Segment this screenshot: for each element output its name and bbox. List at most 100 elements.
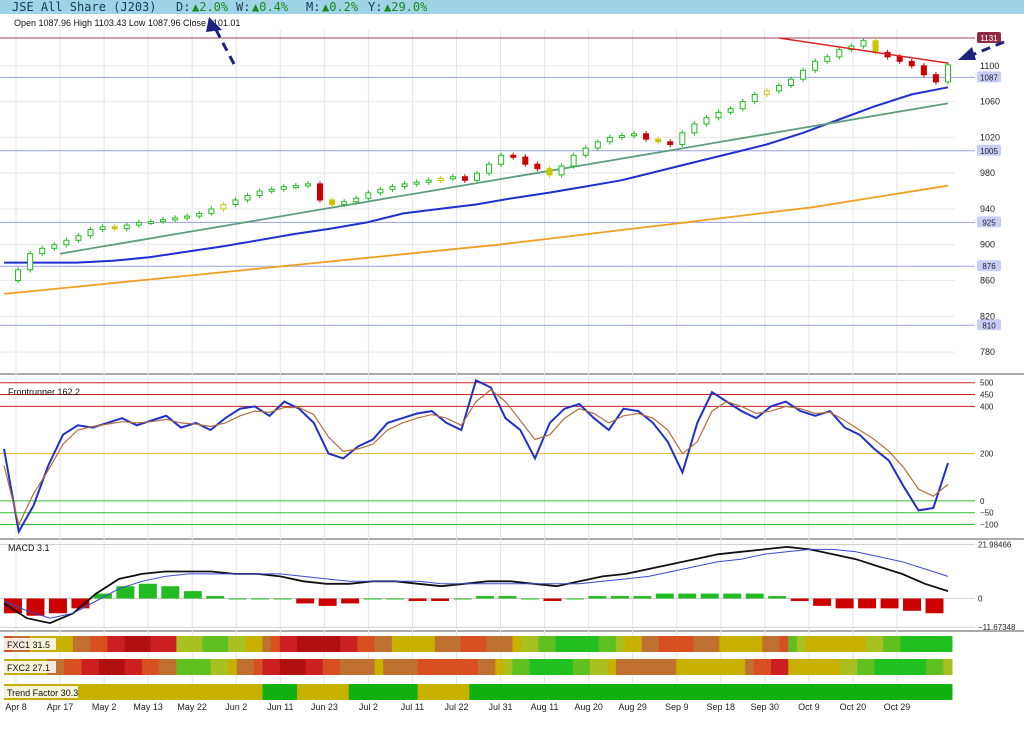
heatmap-cell — [236, 636, 246, 652]
candle-body — [292, 185, 299, 189]
candle-body — [268, 188, 275, 192]
candle-body — [135, 221, 142, 226]
candle-body — [667, 141, 674, 146]
heatmap-cell — [521, 636, 531, 652]
heatmap-cell — [822, 684, 832, 700]
candle-body — [727, 108, 734, 113]
heatmap-cell — [521, 684, 531, 700]
heatmap-cell — [943, 659, 953, 675]
heatmap-cell — [598, 684, 608, 700]
candle-body — [123, 224, 130, 230]
heatmap-cell — [124, 636, 134, 652]
heatmap-cell — [908, 636, 919, 652]
heatmap-cell — [202, 636, 212, 652]
heatmap-cell — [176, 636, 186, 652]
heatmap-cell — [771, 659, 781, 675]
candle-body — [232, 199, 239, 205]
heatmap-cell — [133, 636, 143, 652]
heatmap-cell — [374, 636, 384, 652]
heatmap-cell — [167, 636, 177, 652]
heatmap-cell — [159, 659, 169, 675]
heatmap-cell — [210, 636, 220, 652]
heatmap-cell — [615, 636, 626, 652]
macd-line — [3, 548, 949, 619]
heatmap-cell — [564, 636, 574, 652]
heatmap-cell — [693, 659, 703, 675]
heatmap-cell — [814, 659, 824, 675]
heatmap-cell — [771, 684, 781, 700]
heatmap-cell — [788, 659, 798, 675]
candle-body — [389, 186, 396, 190]
candle-body — [63, 239, 70, 246]
macd-histogram-bar — [251, 598, 270, 600]
price-tick-label: 1020 — [980, 132, 1000, 142]
heatmap-cell — [253, 636, 264, 652]
heatmap-cell — [857, 636, 867, 652]
heatmap-cell — [667, 636, 677, 652]
macd-histogram-bar — [903, 598, 922, 611]
heatmap-cell — [727, 636, 738, 652]
heatmap-cell — [771, 636, 781, 652]
heatmap-cell — [322, 684, 332, 700]
price-label-box — [977, 216, 1001, 228]
heatmap-cell — [503, 659, 513, 675]
heatmap-cell — [693, 684, 703, 700]
heatmap-cell — [469, 659, 479, 675]
heatmap-cell — [633, 659, 643, 675]
heatmap-cell — [202, 684, 212, 700]
macd-histogram-bar — [745, 593, 764, 599]
candle-body — [474, 172, 480, 181]
macd-histogram-bar — [498, 596, 517, 599]
heatmap-cell — [572, 659, 582, 675]
heatmap-cell — [383, 636, 393, 652]
heatmap-cell — [624, 684, 634, 700]
heatmap-cell — [564, 659, 574, 675]
x-tick-label: Sep 18 — [706, 702, 735, 712]
heatmap-cell — [667, 684, 677, 700]
heatmap-cell — [64, 659, 74, 675]
heatmap-cell — [452, 636, 462, 652]
candle-body — [449, 176, 456, 180]
candle-body — [184, 215, 191, 219]
frontrunner-tick-label: 450 — [980, 391, 994, 400]
heatmap-cell — [107, 659, 117, 675]
macd-histogram-bar — [206, 596, 225, 599]
candle-body — [570, 154, 577, 167]
heatmap-cell — [90, 684, 100, 700]
candle-body — [365, 192, 372, 199]
x-tick-label: Jun 11 — [267, 702, 293, 712]
heatmap-cell — [848, 636, 858, 652]
heatmap-cell — [236, 659, 246, 675]
heatmap-cell — [917, 659, 927, 675]
macd-histogram-bar — [565, 598, 584, 600]
heatmap-cell — [710, 684, 720, 700]
candle-body — [788, 78, 794, 86]
heatmap-cell — [684, 659, 694, 675]
candle-body — [461, 176, 468, 181]
heatmap-cell — [72, 659, 83, 675]
heatmap-cell — [822, 659, 832, 675]
macd-histogram-bar — [790, 598, 809, 601]
heatmap-cell — [409, 636, 419, 652]
heatmap-cell — [417, 636, 427, 652]
macd-tick-label: −11.67348 — [978, 623, 1016, 632]
candle-body — [437, 178, 444, 182]
candle-body — [220, 203, 227, 210]
heatmap-label-bg — [4, 661, 56, 673]
heatmap-cell — [150, 659, 160, 675]
candle-body — [317, 183, 323, 201]
heatmap-cell — [210, 684, 220, 700]
candle-body — [75, 235, 82, 241]
heatmap-cell — [865, 684, 875, 700]
candle-body — [800, 69, 807, 80]
macd-histogram-bar — [26, 598, 45, 616]
candle-body — [522, 156, 529, 165]
heatmap-cell — [348, 659, 358, 675]
heatmap-label-bg — [4, 638, 56, 650]
x-tick-label: Sep 30 — [751, 702, 780, 712]
heatmap-cell — [400, 659, 410, 675]
heatmap-cell — [279, 636, 289, 652]
heatmap-cell — [460, 636, 470, 652]
heatmap-cell — [193, 684, 203, 700]
